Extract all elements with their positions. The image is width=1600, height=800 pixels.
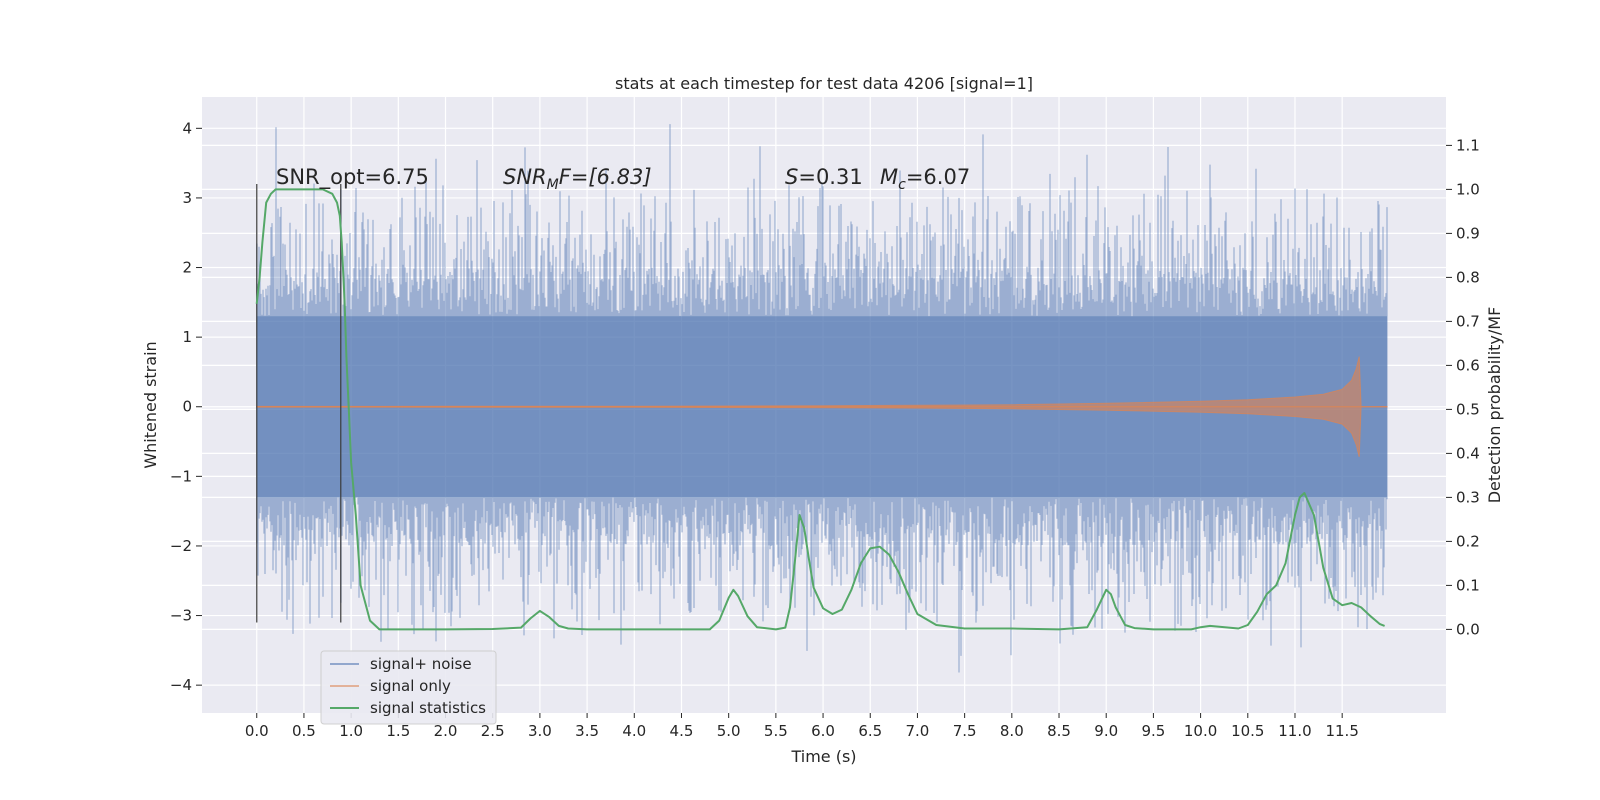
- y-right-tick-label-0: 1.1: [1456, 136, 1480, 154]
- y-axis-right-label: Detection probability/MF: [1485, 307, 1504, 504]
- y-right-tick-label-10: 0.1: [1456, 576, 1480, 594]
- mc-rest: =6.07: [906, 165, 970, 189]
- window-markers: [256, 184, 342, 623]
- x-tick-label-3: 1.5: [386, 722, 410, 740]
- x-tick-label-23: 11.5: [1325, 722, 1358, 740]
- x-tick-label-17: 8.5: [1047, 722, 1071, 740]
- signal-only-series: [256, 356, 1388, 458]
- legend-box: [320, 650, 497, 725]
- y-left-tick-label-2: 2: [182, 259, 192, 277]
- x-tick-label-22: 11.0: [1278, 722, 1311, 740]
- x-tick-label-1: 0.5: [292, 722, 316, 740]
- x-tick-label-11: 5.5: [764, 722, 788, 740]
- y-right-tick-label-11: 0.0: [1456, 620, 1480, 638]
- signal-statistics-line: [255, 188, 1385, 631]
- y-right-tick-label-3: 0.8: [1456, 268, 1480, 286]
- s-base: S: [785, 165, 798, 189]
- y-left-tick-label-6: −2: [170, 537, 192, 555]
- s-rest: =0.31: [798, 165, 862, 189]
- mc-base: M: [880, 165, 898, 189]
- x-tick-label-13: 6.5: [858, 722, 882, 740]
- y-right-tick-label-9: 0.2: [1456, 532, 1480, 550]
- x-tick-label-6: 3.0: [528, 722, 552, 740]
- x-tick-label-0: 0.0: [245, 722, 269, 740]
- x-tick-label-20: 10.0: [1184, 722, 1217, 740]
- x-tick-label-12: 6.0: [811, 722, 835, 740]
- snr-mf-rest-f: F=[6.83]: [559, 165, 652, 189]
- axes: 0.0 0.5 1.0 1.5 2.0 2.5 3.0 3.5 4.0 4.5 5.0 5.5 6.0 6…: [170, 119, 1480, 740]
- x-tick-label-4: 2.0: [434, 722, 458, 740]
- y-right-tick-label-4: 0.7: [1456, 312, 1480, 330]
- y-right-tick-label-1: 1.0: [1456, 180, 1480, 198]
- y-left-tick-label-7: −3: [170, 607, 192, 625]
- legend-label-signal-noise: signal+ noise: [370, 655, 472, 673]
- y-left-tick-label-3: 1: [182, 328, 192, 346]
- annotation-s: S=0.31: [785, 165, 863, 189]
- x-tick-label-7: 3.5: [575, 722, 599, 740]
- x-tick-label-10: 5.0: [717, 722, 741, 740]
- x-tick-label-16: 8.0: [1000, 722, 1024, 740]
- x-tick-label-19: 9.5: [1141, 722, 1165, 740]
- legend: signal+ noise signal only signal statist…: [320, 650, 497, 725]
- y-left-tick-label-4: 0: [182, 398, 192, 416]
- y-right-tick-label-5: 0.6: [1456, 356, 1480, 374]
- x-tick-label-2: 1.0: [339, 722, 363, 740]
- chart-title: stats at each timestep for test data 420…: [615, 74, 1033, 93]
- y-right-tick-label-8: 0.3: [1456, 488, 1480, 506]
- mc-sub: c: [898, 177, 906, 193]
- y-axis-left-label: Whitened strain: [141, 341, 160, 468]
- x-tick-label-21: 10.5: [1231, 722, 1264, 740]
- snr-mf-sub: M: [547, 177, 559, 193]
- y-right-tick-label-2: 0.9: [1456, 224, 1480, 242]
- x-axis-label: Time (s): [790, 747, 856, 766]
- annotation-snr-opt: SNR_opt=6.75: [276, 165, 429, 190]
- x-tick-label-14: 7.0: [906, 722, 930, 740]
- annotation-mc: Mc=6.07: [880, 165, 970, 193]
- x-tick-label-18: 9.0: [1094, 722, 1118, 740]
- legend-label-signal-only: signal only: [370, 677, 451, 695]
- y-left-tick-label-0: 4: [182, 119, 192, 137]
- y-left-tick-label-5: −1: [170, 467, 192, 485]
- snr-mf-base: SNR: [503, 165, 547, 189]
- y-right-tick-label-7: 0.4: [1456, 444, 1480, 462]
- legend-label-signal-statistics: signal statistics: [370, 699, 486, 717]
- x-tick-label-9: 4.5: [670, 722, 694, 740]
- signal-statistics-series: [255, 188, 1385, 631]
- x-tick-label-15: 7.5: [953, 722, 977, 740]
- y-left-tick-label-1: 3: [182, 189, 192, 207]
- x-tick-label-8: 4.0: [622, 722, 646, 740]
- y-right-tick-label-6: 0.5: [1456, 400, 1480, 418]
- y-left-tick-label-8: −4: [170, 676, 192, 694]
- annotation-snr-mf: SNRMF=[6.83]: [503, 165, 652, 193]
- x-tick-label-5: 2.5: [481, 722, 505, 740]
